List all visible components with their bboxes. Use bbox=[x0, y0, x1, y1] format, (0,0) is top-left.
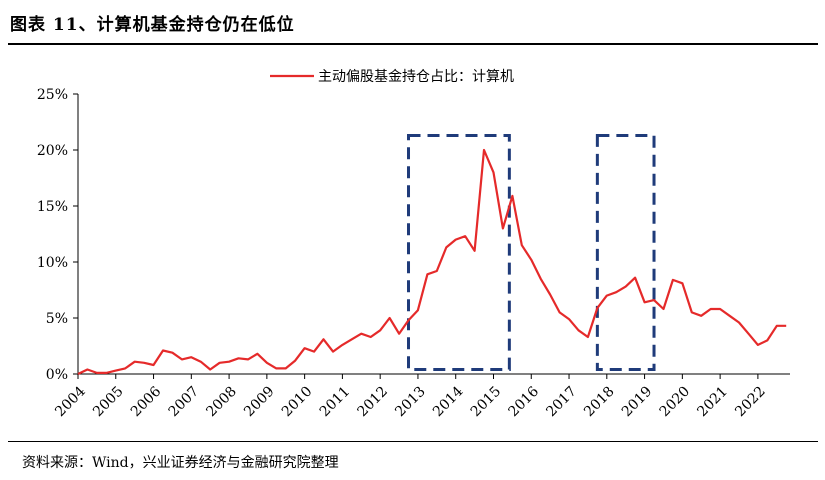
y-tick-label: 5% bbox=[46, 311, 68, 327]
highlight-box bbox=[595, 133, 656, 372]
x-tick-label: 2004 bbox=[52, 383, 89, 420]
source-rule bbox=[8, 441, 818, 442]
x-tick-label: 2010 bbox=[279, 384, 316, 421]
x-tick-label: 2022 bbox=[732, 384, 769, 421]
legend-label: 主动偏股基金持仓占比：计算机 bbox=[318, 68, 514, 85]
x-tick-label: 2017 bbox=[543, 384, 580, 421]
x-tick-label: 2006 bbox=[128, 383, 165, 420]
y-tick-label: 25% bbox=[37, 87, 68, 103]
x-tick-label: 2005 bbox=[90, 384, 127, 421]
x-tick-label: 2011 bbox=[317, 384, 354, 421]
line-chart: 0% 5% 10% 15% 20% 25% 2004 2005 2006 2007 2008 2009… bbox=[37, 68, 790, 420]
chart-title: 图表 11、计算机基金持仓仍在低位 bbox=[10, 15, 295, 35]
title-rule bbox=[8, 43, 818, 45]
source-note: 资料来源：Wind，兴业证券经济与金融研究院整理 bbox=[22, 455, 339, 471]
x-tick-label: 2021 bbox=[694, 384, 731, 421]
x-tick-label: 2013 bbox=[392, 384, 429, 421]
x-tick-label: 2018 bbox=[581, 384, 618, 421]
x-tick-label: 2019 bbox=[619, 384, 656, 421]
y-tick-label: 0% bbox=[46, 367, 68, 383]
x-tick-label: 2008 bbox=[203, 384, 240, 421]
x-tick-label: 2009 bbox=[241, 384, 278, 421]
chart-legend: 主动偏股基金持仓占比：计算机 bbox=[270, 68, 514, 85]
x-tick-label: 2015 bbox=[468, 384, 505, 421]
chart-annotations bbox=[407, 133, 656, 372]
highlight-box bbox=[407, 133, 511, 372]
x-tick-label: 2020 bbox=[657, 384, 694, 421]
x-tick-label: 2007 bbox=[166, 384, 203, 421]
x-tick-label: 2012 bbox=[354, 384, 391, 421]
x-tick-label: 2016 bbox=[506, 383, 543, 420]
chart-axes: 0% 5% 10% 15% 20% 25% 2004 2005 2006 2007 2008 2009… bbox=[37, 87, 790, 420]
y-tick-label: 20% bbox=[37, 143, 68, 159]
y-tick-label: 10% bbox=[37, 255, 68, 271]
chart-series bbox=[77, 148, 787, 375]
y-tick-label: 15% bbox=[37, 199, 68, 215]
series-line bbox=[77, 148, 787, 375]
x-tick-label: 2014 bbox=[430, 383, 467, 420]
